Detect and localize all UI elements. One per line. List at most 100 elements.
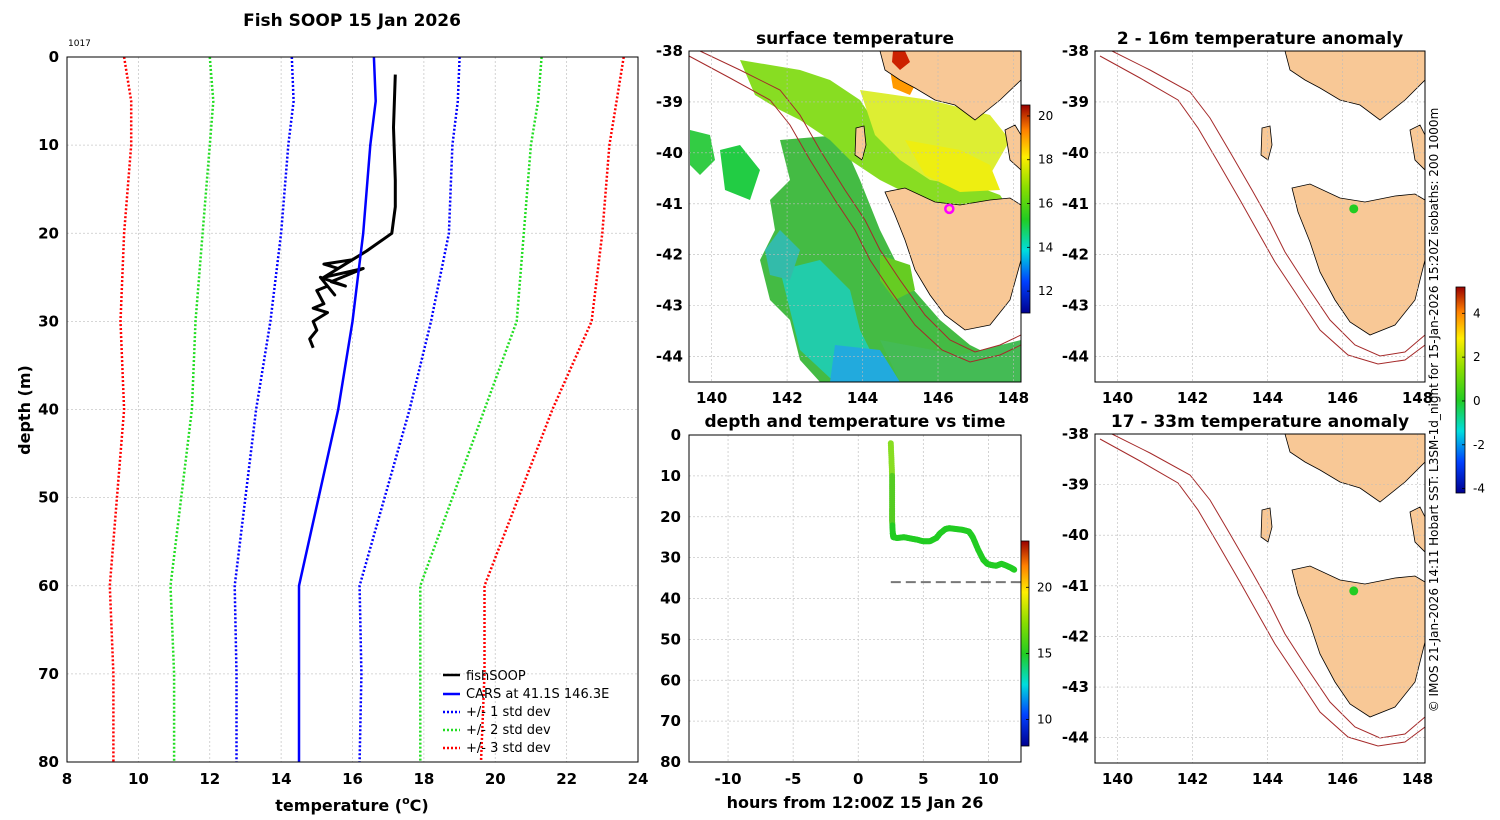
profile-series-std2 [419, 57, 543, 762]
profile-xtick-label: 16 [342, 770, 363, 788]
map-lat-tick-label: -43 [1062, 678, 1089, 696]
profile-xtick-label: 8 [62, 770, 72, 788]
land-mainland [1284, 434, 1425, 503]
map-lon-tick-label: 142 [1177, 389, 1208, 407]
map-lat-tick-label: -38 [656, 42, 683, 60]
profile-ytick-label: 30 [38, 312, 59, 330]
timeseries-title: depth and temperature vs time [705, 412, 1006, 432]
timeseries-xlabel: hours from 12:00Z 15 Jan 26 [727, 793, 984, 812]
map-lon-tick-label: 144 [1252, 389, 1283, 407]
profile-xlabel: temperature (oC) [275, 794, 428, 815]
colorbar-tick-label: 20 [1037, 580, 1052, 594]
timeseries-colorbar [1020, 540, 1030, 747]
colorbar-tick-label: 0 [1473, 394, 1481, 408]
map-lat-tick-label: -41 [1062, 195, 1089, 213]
map-lat-tick-label: -38 [1062, 42, 1089, 60]
colorbar-tick-label: -4 [1473, 482, 1485, 496]
colorbar-tick-label: 12 [1038, 284, 1053, 298]
colorbar-tick-label: 10 [1037, 713, 1052, 727]
land-king-island [1260, 507, 1273, 543]
map-lon-tick-label: 142 [1177, 770, 1208, 788]
map-lon-tick-label: 142 [771, 389, 802, 407]
profile-title: Fish SOOP 15 Jan 2026 [243, 11, 461, 31]
profile-xlabel-sup: o [402, 794, 410, 807]
land-tasmania [1291, 183, 1425, 336]
legend-label-cars: CARS at 41.1S 146.3E [466, 687, 609, 702]
profile-ytick-label: 40 [38, 401, 59, 419]
land-king-island [1260, 125, 1273, 161]
profile-xtick-label: 24 [628, 770, 649, 788]
profile-ytick-label: 60 [38, 577, 59, 595]
profile-series-cars [297, 57, 377, 762]
sst-field [690, 60, 1021, 382]
land-tasmania [884, 187, 1021, 331]
legend-label-fishsoop: fishSOOP [466, 669, 526, 684]
isobath-200m [699, 51, 1021, 353]
map-lon-tick-label: 140 [1102, 389, 1133, 407]
profile-ytick-label: 70 [38, 665, 59, 683]
map-lon-tick-label: 140 [1102, 770, 1133, 788]
timeseries-ytick-label: 70 [660, 712, 681, 730]
timeseries-ytick-label: 0 [671, 426, 681, 444]
colorbar-tick-label: 18 [1038, 153, 1053, 167]
map-lon-tick-label: 148 [1402, 770, 1433, 788]
timeseries-ytick-label: 60 [660, 671, 681, 689]
surface-location-marker [944, 203, 955, 215]
colorbar-tick-label: 15 [1037, 646, 1052, 660]
map-lon-tick-label: 146 [922, 389, 953, 407]
map-lon-tick-label: 140 [696, 389, 727, 407]
map-lon-tick-label: 144 [1252, 770, 1283, 788]
land-tasmania [1291, 565, 1425, 718]
map-lat-tick-label: -38 [1062, 425, 1089, 443]
colorbar-tick-label: 16 [1038, 197, 1053, 211]
map-lon-tick-label: 148 [998, 389, 1029, 407]
isobath-200m [1111, 51, 1425, 357]
colorbar-tick-label: 2 [1473, 350, 1481, 364]
map-lon-tick-label: 146 [1327, 389, 1358, 407]
timeseries-ytick-label: 10 [660, 467, 681, 485]
sst-hot-spot [892, 51, 910, 70]
anomaly1-title: 2 - 16m temperature anomaly [1117, 29, 1403, 49]
surface-colorbar [1020, 104, 1031, 314]
timeseries-xtick-label: -10 [715, 770, 742, 788]
map-lat-tick-label: -43 [1062, 297, 1089, 315]
profile-ylabel: depth (m) [15, 365, 34, 455]
anomaly2-title: 17 - 33m temperature anomaly [1111, 412, 1409, 432]
anomaly-colorbar [1455, 286, 1466, 494]
anomaly-location-marker [1349, 204, 1359, 214]
land-king-island [854, 125, 867, 161]
map-lat-tick-label: -40 [656, 144, 683, 162]
map-lon-tick-label: 144 [847, 389, 878, 407]
legend-label-std1: +/- 1 std dev [466, 705, 551, 720]
profile-xtick-label: 12 [199, 770, 220, 788]
timeseries-ytick-label: 40 [660, 590, 681, 608]
isobath-1000m [1099, 55, 1425, 365]
surface-temperature-map: 140 142 144 146 148 -38 -39 -40 -41 -42 -43 -44 sur… [656, 29, 1053, 407]
timeseries-ytick-label: 80 [660, 753, 681, 771]
profile-xlabel-text: temperature ( [275, 796, 402, 815]
timeseries-ytick-label: 20 [660, 508, 681, 526]
depth-time-chart: -10 -5 0 5 10 0 10 20 30 40 50 60 70 80 depth and tem… [660, 412, 1052, 812]
surface-title: surface temperature [756, 29, 954, 49]
map-lat-tick-label: -42 [656, 246, 683, 264]
profile-ytick-label: 10 [38, 136, 59, 154]
profile-legend: fishSOOP CARS at 41.1S 146.3E +/- 1 std … [443, 669, 609, 756]
isobath-200m [1111, 434, 1425, 739]
map-lon-tick-label: 148 [1402, 389, 1433, 407]
timeseries-xtick-label: 0 [853, 770, 863, 788]
colorbar-tick-label: -2 [1473, 438, 1485, 452]
timeseries-xtick-label: 5 [918, 770, 928, 788]
profile-ytick-label: 50 [38, 489, 59, 507]
map-lat-tick-label: -39 [656, 93, 683, 111]
anomaly-location-marker [1349, 586, 1359, 596]
colorbar-tick-label: 14 [1038, 240, 1053, 254]
timeseries-ytick-label: 30 [660, 549, 681, 567]
isobath-1000m [1099, 438, 1425, 747]
legend-label-std3: +/- 3 std dev [466, 741, 551, 756]
land-flinders-island [1409, 506, 1425, 553]
timeseries-xtick-label: -5 [785, 770, 802, 788]
timeseries-xtick-label: 10 [978, 770, 999, 788]
map-lat-tick-label: -41 [656, 195, 683, 213]
profile-series-std2 [169, 57, 215, 762]
